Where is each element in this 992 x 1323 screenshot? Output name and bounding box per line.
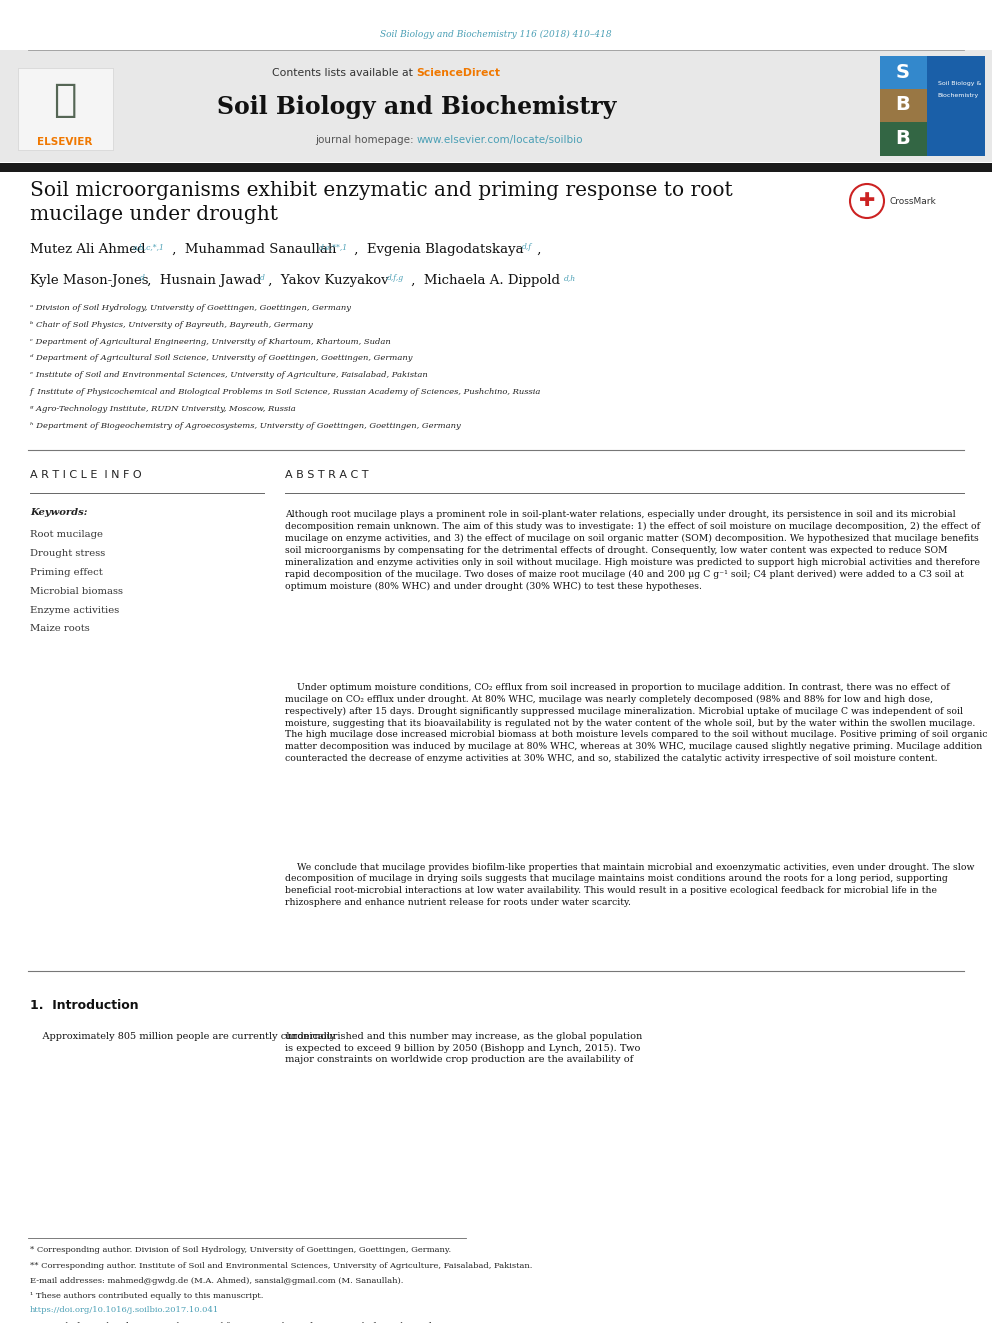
Text: Maize roots: Maize roots (30, 624, 89, 634)
Text: Microbial biomass: Microbial biomass (30, 587, 123, 595)
Text: ¹ These authors contributed equally to this manuscript.: ¹ These authors contributed equally to t… (30, 1293, 263, 1301)
Text: ᵍ Agro-Technology Institute, RUDN University, Moscow, Russia: ᵍ Agro-Technology Institute, RUDN Univer… (30, 405, 296, 413)
Text: Keywords:: Keywords: (30, 508, 87, 517)
Text: ᵇ Chair of Soil Physics, University of Bayreuth, Bayreuth, Germany: ᵇ Chair of Soil Physics, University of B… (30, 320, 312, 329)
Text: ,  Evgenia Blagodatskaya: , Evgenia Blagodatskaya (350, 243, 524, 255)
Text: Although root mucilage plays a prominent role in soil-plant-water relations, esp: Although root mucilage plays a prominent… (285, 511, 980, 591)
Text: ELSEVIER: ELSEVIER (38, 138, 92, 147)
Text: Root mucilage: Root mucilage (30, 531, 103, 540)
Text: ,  Yakov Kuzyakov: , Yakov Kuzyakov (264, 274, 388, 287)
Text: ᵃ Division of Soil Hydrology, University of Goettingen, Goettingen, Germany: ᵃ Division of Soil Hydrology, University… (30, 304, 351, 312)
Text: Biochemistry: Biochemistry (937, 94, 979, 98)
Text: ScienceDirect: ScienceDirect (417, 67, 501, 78)
FancyBboxPatch shape (0, 50, 992, 161)
Text: Soil Biology &: Soil Biology & (937, 82, 981, 86)
Text: ᵈ Department of Agricultural Soil Science, University of Goettingen, Goettingen,: ᵈ Department of Agricultural Soil Scienc… (30, 355, 413, 363)
Text: A R T I C L E  I N F O: A R T I C L E I N F O (30, 471, 142, 480)
FancyBboxPatch shape (880, 56, 928, 89)
Text: d: d (260, 274, 265, 282)
Text: ** Corresponding author. Institute of Soil and Environmental Sciences, Universit: ** Corresponding author. Institute of So… (30, 1262, 533, 1270)
Text: Approximately 805 million people are currently chronically: Approximately 805 million people are cur… (30, 1032, 335, 1041)
Text: A B S T R A C T: A B S T R A C T (285, 471, 368, 480)
Text: d: d (140, 274, 144, 282)
Text: ✚: ✚ (859, 192, 875, 210)
Text: d,h: d,h (563, 274, 576, 282)
Text: CrossMark: CrossMark (889, 197, 935, 205)
Text: a,b,c,*,1: a,b,c,*,1 (133, 243, 165, 251)
Text: f  Institute of Physicochemical and Biological Problems in Soil Science, Russian: f Institute of Physicochemical and Biolo… (30, 388, 542, 396)
Text: ,: , (534, 243, 542, 255)
Text: Soil microorganisms exhibit enzymatic and priming response to root
mucilage unde: Soil microorganisms exhibit enzymatic an… (30, 181, 733, 225)
FancyBboxPatch shape (880, 89, 928, 122)
Text: d,e,**,1: d,e,**,1 (318, 243, 348, 251)
Text: B: B (896, 95, 911, 115)
Text: ᵉ Institute of Soil and Environmental Sciences, University of Agriculture, Faisa: ᵉ Institute of Soil and Environmental Sc… (30, 372, 428, 380)
Text: undernourished and this number may increase, as the global population
is expecte: undernourished and this number may incre… (285, 1032, 642, 1065)
Text: * Corresponding author. Division of Soil Hydrology, University of Goettingen, Go: * Corresponding author. Division of Soil… (30, 1246, 451, 1254)
Text: www.elsevier.com/locate/soilbio: www.elsevier.com/locate/soilbio (417, 135, 583, 146)
Text: d,f: d,f (522, 243, 532, 251)
Text: ʰ Department of Biogeochemistry of Agroecosystems, University of Goettingen, Goe: ʰ Department of Biogeochemistry of Agroe… (30, 422, 460, 430)
Text: ᶜ Department of Agricultural Engineering, University of Khartoum, Khartoum, Suda: ᶜ Department of Agricultural Engineering… (30, 337, 391, 345)
Text: Under optimum moisture conditions, CO₂ efflux from soil increased in proportion : Under optimum moisture conditions, CO₂ e… (285, 683, 987, 763)
Text: journal homepage:: journal homepage: (314, 135, 417, 146)
Text: ,  Michaela A. Dippold: , Michaela A. Dippold (407, 274, 559, 287)
Text: Enzyme activities: Enzyme activities (30, 606, 119, 615)
Text: Mutez Ali Ahmed: Mutez Ali Ahmed (30, 243, 146, 255)
FancyBboxPatch shape (880, 122, 928, 156)
Text: d,f,g: d,f,g (387, 274, 404, 282)
Text: Drought stress: Drought stress (30, 549, 105, 558)
Text: Soil Biology and Biochemistry: Soil Biology and Biochemistry (217, 95, 616, 119)
Text: Contents lists available at: Contents lists available at (272, 67, 417, 78)
Text: S: S (896, 62, 910, 82)
FancyBboxPatch shape (18, 67, 113, 149)
Text: ,  Husnain Jawad: , Husnain Jawad (144, 274, 262, 287)
Text: B: B (896, 130, 911, 148)
Text: ⬛: ⬛ (54, 81, 76, 119)
FancyBboxPatch shape (880, 56, 985, 156)
Text: We conclude that mucilage provides biofilm-like properties that maintain microbi: We conclude that mucilage provides biofi… (285, 863, 974, 908)
Text: ,  Muhammad Sanaullah: , Muhammad Sanaullah (169, 243, 336, 255)
Text: https://doi.org/10.1016/j.soilbio.2017.10.041: https://doi.org/10.1016/j.soilbio.2017.1… (30, 1306, 219, 1314)
Text: 1.  Introduction: 1. Introduction (30, 999, 139, 1012)
Text: Kyle Mason-Jones: Kyle Mason-Jones (30, 274, 149, 287)
Text: E-mail addresses: mahmed@gwdg.de (M.A. Ahmed), sansial@gmail.com (M. Sanaullah).: E-mail addresses: mahmed@gwdg.de (M.A. A… (30, 1277, 404, 1285)
Text: Priming effect: Priming effect (30, 568, 103, 577)
Bar (0, 163, 992, 172)
Text: Soil Biology and Biochemistry 116 (2018) 410–418: Soil Biology and Biochemistry 116 (2018)… (380, 30, 612, 40)
